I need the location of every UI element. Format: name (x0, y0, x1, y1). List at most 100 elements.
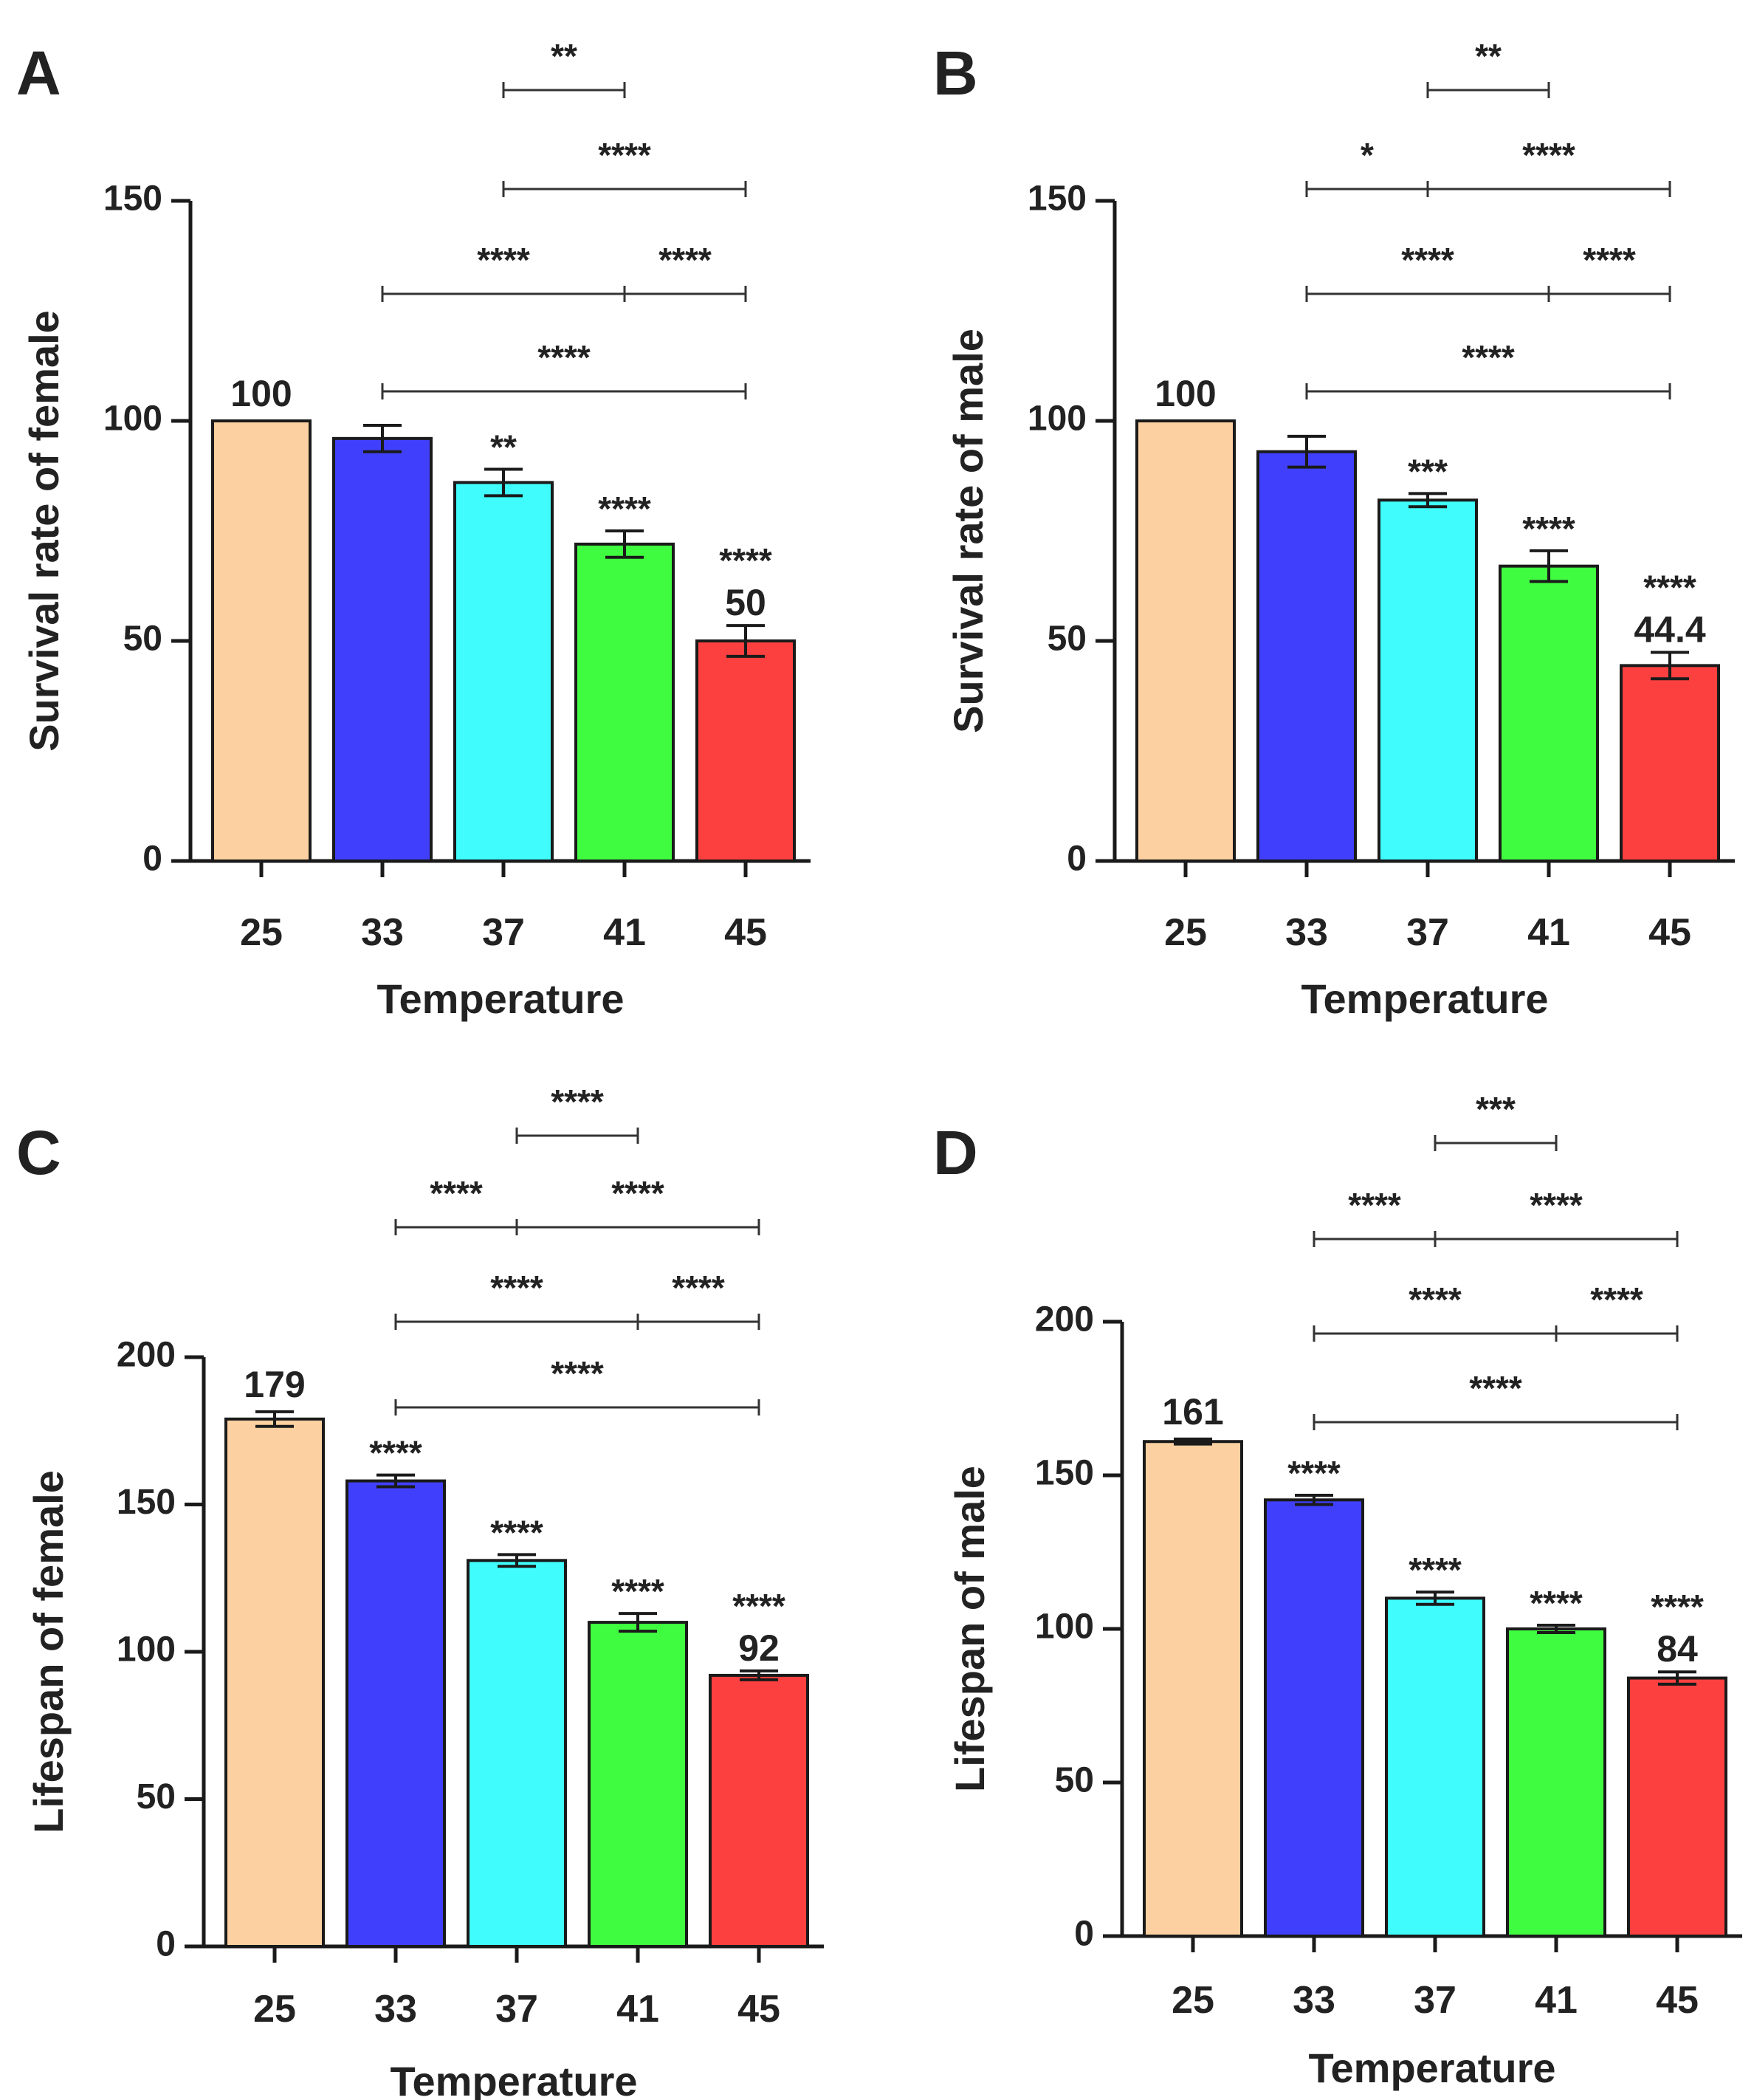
comparison-stars: **** (1409, 1280, 1462, 1319)
significance-stars: **** (369, 1434, 422, 1472)
significance-stars: **** (490, 1513, 543, 1551)
y-tick-label: 0 (142, 840, 162, 879)
bar (332, 436, 433, 862)
comparison-stars: **** (490, 1269, 543, 1307)
y-tick-label: 150 (103, 179, 162, 219)
bar (1143, 1440, 1243, 1938)
comparison-stars: ** (1475, 37, 1502, 75)
x-tick-label: 37 (495, 1988, 538, 2031)
bar (1135, 419, 1236, 862)
comparison-stars: **** (1462, 338, 1515, 377)
comparison-stars: *** (1476, 1090, 1516, 1128)
y-tick-label: 100 (1035, 1607, 1094, 1647)
x-tick-label: 41 (1535, 1979, 1578, 2022)
x-tick-label: 45 (1656, 1979, 1699, 2022)
x-tick-label: 25 (240, 911, 283, 954)
data-label: 161 (1162, 1391, 1223, 1432)
significance-stars: **** (611, 1572, 664, 1610)
y-tick-label: 200 (1035, 1300, 1094, 1339)
y-tick-label: 50 (1055, 1761, 1094, 1800)
comparison-stars: **** (477, 241, 530, 279)
x-tick-label: 33 (1285, 911, 1328, 954)
significance-stars: **** (1643, 568, 1696, 606)
comparison-stars: **** (551, 1354, 604, 1393)
comparison-stars: **** (1469, 1369, 1522, 1407)
panel-a: A Survival rate of female 0 50 100 150 25 100 33… (16, 37, 811, 1022)
data-label: 179 (244, 1364, 305, 1405)
bar (574, 542, 675, 862)
comparison-stars: **** (658, 241, 712, 279)
significance-stars: **** (1287, 1454, 1341, 1492)
y-tick-label: 150 (117, 1483, 176, 1522)
x-tick-label: 37 (1406, 911, 1449, 954)
bar (1499, 564, 1599, 862)
y-axis-title: Lifespan of male (946, 1466, 993, 1792)
panel-letter: B (933, 38, 978, 108)
bar (1385, 1596, 1485, 1938)
panel-letter: D (933, 1118, 978, 1187)
y-tick-label: 50 (123, 620, 162, 659)
x-tick-label: 37 (482, 911, 525, 954)
comparison-stars: **** (1583, 241, 1636, 279)
y-axis-title: Survival rate of female (21, 310, 67, 752)
significance-stars: ** (490, 428, 517, 467)
comparison-stars: **** (672, 1269, 725, 1307)
bar (211, 419, 312, 862)
bar (709, 1673, 809, 1948)
x-axis-title: Temperature (1301, 975, 1548, 1022)
data-label: 50 (725, 582, 766, 623)
x-tick-label: 25 (253, 1988, 296, 2031)
x-tick-label: 45 (1648, 911, 1691, 954)
comparison-stars: **** (598, 136, 651, 174)
y-tick-label: 100 (117, 1630, 176, 1670)
significance-stars: **** (719, 541, 772, 580)
y-tick-label: 150 (1028, 179, 1087, 219)
data-label: 100 (1155, 373, 1216, 414)
bar (224, 1417, 325, 1949)
bar (453, 481, 554, 862)
comparison-stars: **** (537, 338, 591, 377)
y-tick-label: 100 (1028, 399, 1087, 439)
significance-stars: *** (1408, 452, 1448, 490)
comparison-stars: * (1361, 136, 1374, 174)
comparison-stars: ** (551, 37, 577, 75)
y-tick-label: 50 (137, 1777, 176, 1816)
bar (1256, 450, 1357, 862)
panel-letter: C (16, 1118, 61, 1187)
data-label: 92 (738, 1627, 780, 1669)
x-tick-label: 45 (737, 1988, 780, 2031)
data-label: 44.4 (1634, 608, 1706, 650)
x-tick-label: 37 (1414, 1979, 1456, 2022)
bar (1506, 1627, 1606, 1938)
panel-letter: A (16, 38, 61, 108)
x-tick-label: 33 (374, 1988, 417, 2031)
significance-stars: **** (1522, 509, 1575, 548)
x-tick-label: 41 (603, 911, 646, 954)
bar (1378, 498, 1478, 863)
x-tick-label: 25 (1164, 911, 1207, 954)
comparison-stars: **** (1590, 1280, 1643, 1319)
data-label: 84 (1657, 1628, 1698, 1670)
x-tick-label: 33 (361, 911, 404, 954)
comparison-stars: **** (1522, 136, 1575, 174)
x-tick-label: 45 (724, 911, 767, 954)
x-tick-label: 41 (616, 1988, 659, 2031)
x-axis-title: Temperature (1308, 2045, 1555, 2091)
x-tick-label: 33 (1293, 1979, 1335, 2022)
y-axis-title: Survival rate of male (945, 329, 991, 733)
bar (1620, 664, 1720, 862)
bar (1627, 1676, 1727, 1938)
x-axis-title: Temperature (376, 975, 624, 1022)
significance-stars: **** (1530, 1584, 1583, 1622)
bar (588, 1621, 688, 1949)
bar (1264, 1498, 1364, 1938)
y-tick-label: 0 (1067, 840, 1087, 879)
y-tick-label: 150 (1035, 1454, 1094, 1493)
bar (695, 639, 796, 862)
comparison-stars: **** (1401, 241, 1454, 279)
data-label: 100 (230, 373, 292, 414)
significance-stars: **** (598, 490, 651, 528)
y-tick-label: 100 (103, 399, 162, 439)
panel-c: C Lifespan of female 0 50 100 150 200 25 179 33 **… (16, 1082, 824, 2100)
